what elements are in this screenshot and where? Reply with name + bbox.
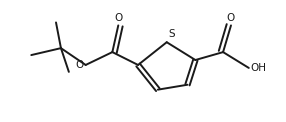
Text: O: O — [76, 60, 84, 70]
Text: O: O — [114, 13, 122, 23]
Text: S: S — [169, 29, 175, 39]
Text: OH: OH — [251, 63, 267, 73]
Text: O: O — [227, 13, 235, 23]
